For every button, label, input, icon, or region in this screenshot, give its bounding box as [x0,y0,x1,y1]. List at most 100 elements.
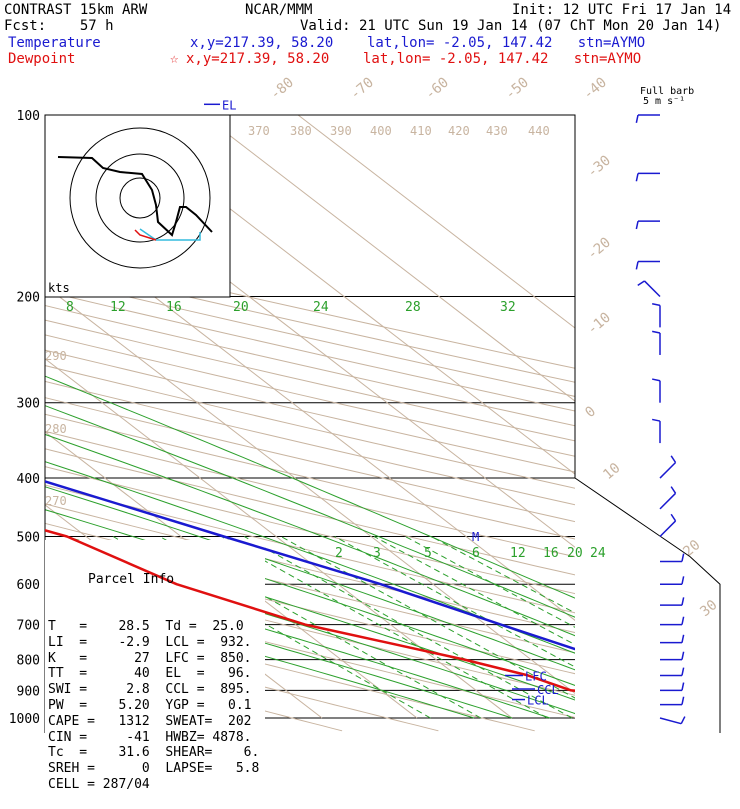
parcel-value-left: TT = 40 [48,666,150,682]
wind-barb-staff [659,717,682,725]
theta-label: 440 [528,124,550,138]
pressure-label: 500 [17,530,40,545]
wind-barb-flag [635,114,639,123]
pressure-label: 800 [17,654,40,669]
parcel-value-left: SREH = 0 [48,761,150,777]
wind-barb-flag [681,553,685,562]
parcel-value-left: CIN = -41 [48,729,150,745]
mixing-ratio-label: 24 [590,546,606,561]
pressure-label: 300 [17,397,40,412]
isotherm-label: -70 [347,75,377,104]
barb-scale-unit: 5 m s⁻¹ [643,96,686,107]
el-marker-label: EL [222,98,236,112]
temperature-location: x,y=217.39, 58.20 lat,lon= -2.05, 147.42… [190,35,646,51]
mixing-ratio-line [405,536,575,628]
pressure-label: 900 [17,684,40,699]
dry-adiabat [45,448,575,576]
moist-adiabat [45,433,575,637]
wind-barb [660,576,685,585]
isotherm-label: -30 [584,153,614,182]
dry-adiabat [45,305,575,427]
dry-adiabat [45,503,575,634]
theta-e-label: 16 [166,300,182,315]
theta-label: 380 [290,124,312,138]
pressure-label: 100 [17,109,40,124]
parcel-value-right: HWBZ= 4878. [149,729,252,745]
wind-barb-flag [681,651,685,660]
parcel-row: T = 28.5 Td = 25.0 [48,619,259,635]
theta-e-label: 20 [233,300,249,315]
isotherm-label: 30 [697,597,720,620]
wind-barb-flag [681,616,685,625]
mixing-ratio-label: 12 [510,546,526,561]
dry-adiabat [45,466,575,595]
init-time: Init: 12 UTC Fri 17 Jan 14 [512,2,732,18]
parcel-info-title: Parcel Info [88,571,175,587]
moist-adiabat [45,593,475,719]
theta-label: 430 [486,124,508,138]
parcel-value-right: LAPSE= 5.8 [149,761,260,777]
wind-barb-flag [670,455,677,463]
dewpoint-legend: Dewpoint [8,51,76,67]
parcel-value-left: CELL = 287/04 [48,776,150,792]
wind-barb [660,667,685,677]
mixing-ratio-line [243,536,573,719]
mixed-layer-marker: M [472,530,479,544]
parcel-row: LI = -2.9 LCL = 932. [48,635,259,651]
hodograph-ring [119,177,161,219]
kts-label: kts [48,281,70,295]
dry-adiabat [45,290,575,412]
star-icon: ☆ [170,51,179,67]
parcel-value-right: SHEAR= 6. [149,745,260,761]
barb-scale-title: Full barb [640,86,695,97]
moist-adiabat [45,375,575,599]
wind-barb-flag [681,682,685,691]
theta-label: 290 [45,349,67,363]
wind-barb [635,260,660,270]
parcel-info-box [45,540,265,735]
parcel-value-left: SWI = 2.8 [48,682,150,698]
plot-frame [45,114,721,733]
isotherm-label: 10 [600,460,623,483]
wind-barb [660,616,685,626]
ccl-marker-label: CCL [537,683,559,697]
wind-barb-staff [659,492,677,510]
parcel-value-right: SWEAT= 202 [149,713,252,729]
isotherm-line [107,115,575,475]
mixing-ratio-label: 16 [543,546,559,561]
mixing-ratio-label: 5 [424,546,432,561]
wind-barb-flag [670,513,677,522]
parcel-value-left: PW = 5.20 [48,697,150,713]
dry-adiabat [45,263,575,383]
moist-adiabat [45,461,575,654]
theta-label: 370 [248,124,270,138]
wind-barb-staff [643,280,661,298]
wind-barb [652,418,661,444]
mixing-ratio-line [431,536,575,614]
wind-barb-flag [635,173,639,182]
mixing-ratio-label: 2 [335,546,343,561]
wind-barb-flag [652,378,661,382]
wind-barb [659,455,677,479]
wind-barb-flag [652,303,661,307]
wind-barb-flag [652,418,661,422]
wind-barb-flag [635,221,639,230]
org-label: NCAR/MMM [245,2,313,18]
hodograph-trace [57,156,213,237]
parcel-row: CAPE = 1312 SWEAT= 202 [48,714,259,730]
parcel-value-right: LFC = 850. [149,650,252,666]
theta-label: 280 [45,422,67,436]
isotherm-label: -20 [584,235,614,264]
temperature-profile [45,480,575,651]
mixing-ratio-label: 3 [373,546,381,561]
storm-motion-line [139,228,201,241]
wind-barb [635,220,660,230]
lfc-marker-label: LFC [525,669,547,683]
wind-barb-flag [652,330,661,334]
hodograph-ring [95,153,185,243]
dry-adiabat [45,606,535,732]
wind-barb-flag [680,716,686,725]
wind-barb-flag [670,486,677,494]
isotherm-line [297,115,575,329]
